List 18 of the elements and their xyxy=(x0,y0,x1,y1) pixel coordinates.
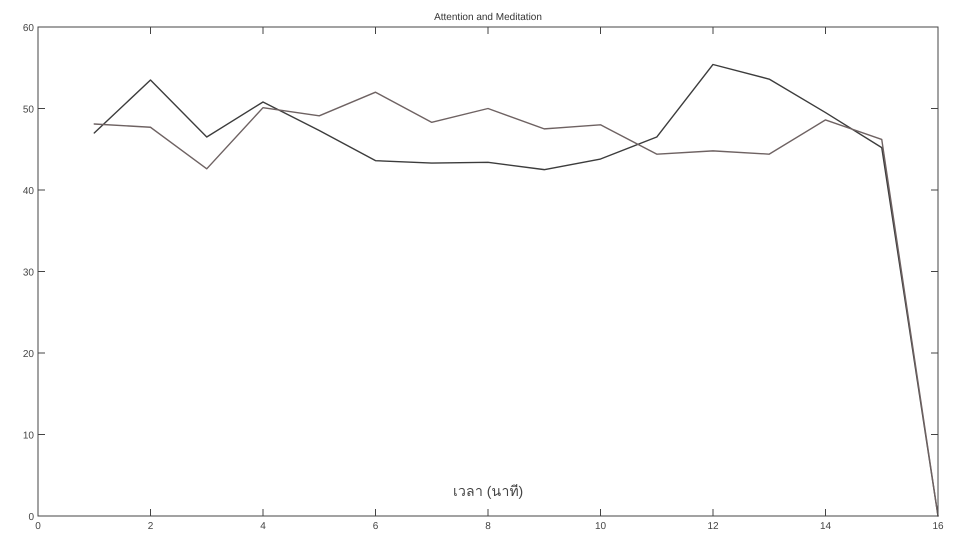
y-tick-label: 50 xyxy=(22,104,34,116)
x-tick-label: 10 xyxy=(594,521,606,532)
y-tick-label: 40 xyxy=(22,186,34,197)
x-tick-label: 0 xyxy=(35,521,42,532)
x-tick-label: 6 xyxy=(372,521,379,532)
chart-title: Attention and Meditation xyxy=(434,12,542,23)
y-tick-label: 30 xyxy=(22,268,34,278)
y-tick-label: 60 xyxy=(22,23,34,34)
y-tick-label: 20 xyxy=(22,349,34,360)
x-tick-label: 4 xyxy=(260,521,266,532)
y-tick-label: 10 xyxy=(22,430,34,442)
x-axis-title: เวลา (นาที) xyxy=(452,483,524,499)
x-tick-label: 14 xyxy=(820,521,832,532)
x-tick-label: 16 xyxy=(932,521,944,532)
y-tick-label: 0 xyxy=(28,512,34,523)
x-tick-label: 8 xyxy=(485,521,492,532)
x-tick-label: 12 xyxy=(707,521,719,532)
x-tick-label: 2 xyxy=(148,521,154,532)
